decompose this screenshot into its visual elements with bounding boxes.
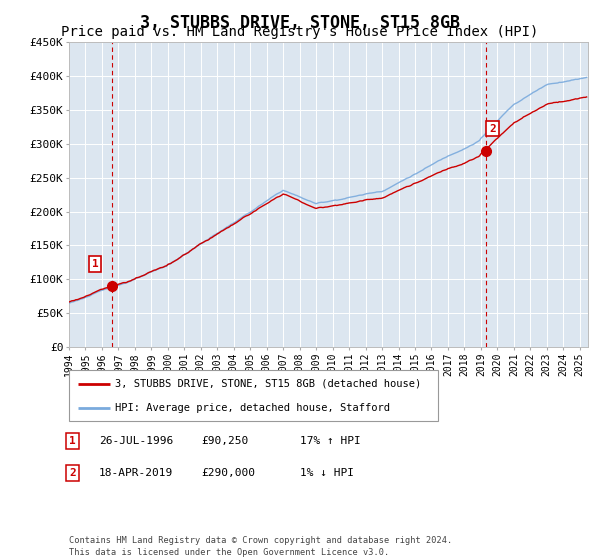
Text: 1% ↓ HPI: 1% ↓ HPI (300, 468, 354, 478)
Text: Price paid vs. HM Land Registry's House Price Index (HPI): Price paid vs. HM Land Registry's House … (61, 25, 539, 39)
Text: 17% ↑ HPI: 17% ↑ HPI (300, 436, 361, 446)
Text: 1: 1 (69, 436, 76, 446)
Text: Contains HM Land Registry data © Crown copyright and database right 2024.
This d: Contains HM Land Registry data © Crown c… (69, 536, 452, 557)
Text: 1: 1 (92, 259, 98, 269)
Text: 3, STUBBS DRIVE, STONE, ST15 8GB: 3, STUBBS DRIVE, STONE, ST15 8GB (140, 14, 460, 32)
Text: £290,000: £290,000 (201, 468, 255, 478)
Text: 26-JUL-1996: 26-JUL-1996 (99, 436, 173, 446)
Text: £90,250: £90,250 (201, 436, 248, 446)
Text: 18-APR-2019: 18-APR-2019 (99, 468, 173, 478)
Text: HPI: Average price, detached house, Stafford: HPI: Average price, detached house, Staf… (115, 403, 390, 413)
Text: 3, STUBBS DRIVE, STONE, ST15 8GB (detached house): 3, STUBBS DRIVE, STONE, ST15 8GB (detach… (115, 379, 421, 389)
Text: 2: 2 (489, 124, 496, 133)
Text: 2: 2 (69, 468, 76, 478)
FancyBboxPatch shape (69, 370, 438, 421)
